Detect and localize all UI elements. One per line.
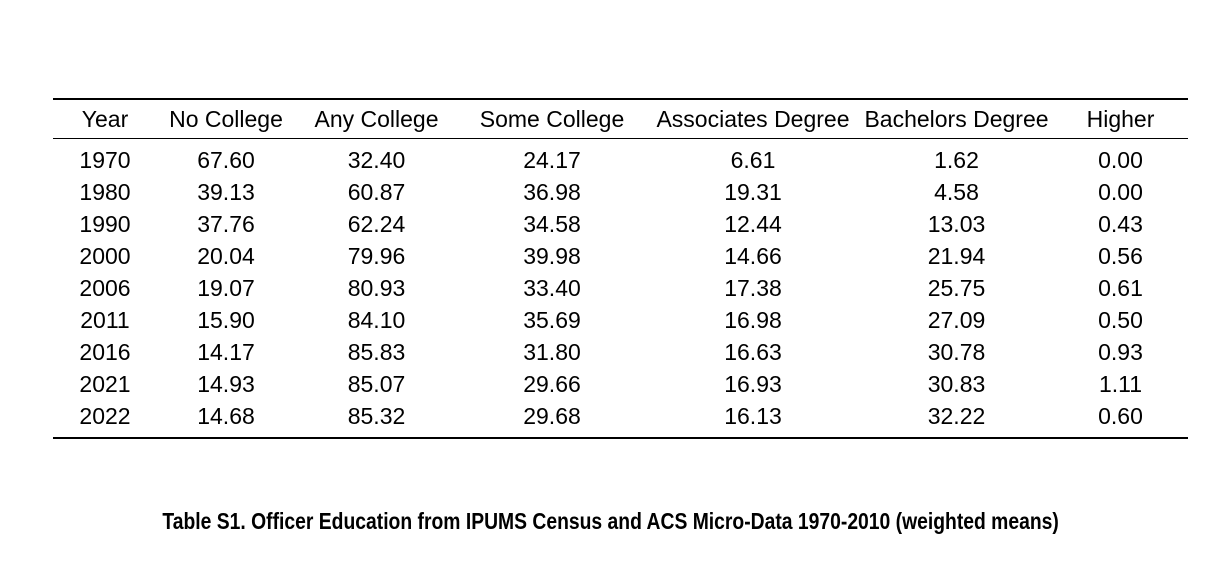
table-cell: 32.22 <box>927 403 986 429</box>
table-cell: 25.75 <box>927 275 986 301</box>
table-cell: 15.90 <box>197 307 255 333</box>
table-cell: 29.66 <box>523 371 581 397</box>
table-cell: 6.61 <box>730 147 776 173</box>
table-cell: 19.07 <box>197 275 255 301</box>
table-cell: 2016 <box>79 339 131 365</box>
table-cell: 35.69 <box>523 307 581 333</box>
column-header: Associates Degree <box>646 99 860 139</box>
table-header-row: Year No College Any College Some College Ass… <box>53 99 1188 139</box>
table-cell: 0.60 <box>1098 403 1143 429</box>
table-cell: 0.00 <box>1098 179 1143 205</box>
table-cell: 2006 <box>79 275 131 301</box>
table-row: 2006 19.07 80.93 33.40 17.38 25.75 0.61 <box>53 272 1188 304</box>
table-cell: 34.58 <box>523 211 581 237</box>
table-row: 2021 14.93 85.07 29.66 16.93 30.83 1.11 <box>53 368 1188 400</box>
table-cell: 24.17 <box>523 147 581 173</box>
table-cell: 32.40 <box>347 147 406 173</box>
table-cell: 1990 <box>79 211 131 237</box>
table-cell: 2000 <box>79 243 131 269</box>
table-cell: 27.09 <box>927 307 986 333</box>
table-cell: 14.66 <box>724 243 782 269</box>
table-header: Year No College Any College Some College Ass… <box>53 99 1188 139</box>
table-cell: 60.87 <box>347 179 406 205</box>
table-cell: 80.93 <box>347 275 406 301</box>
table-cell: 37.76 <box>197 211 255 237</box>
table-cell: 62.24 <box>347 211 406 237</box>
column-header: Year <box>53 99 157 139</box>
table-cell: 2022 <box>79 403 131 429</box>
column-header: Any College <box>295 99 458 139</box>
column-header: Some College <box>458 99 646 139</box>
table-cell: 17.38 <box>724 275 782 301</box>
table-cell: 14.93 <box>197 371 255 397</box>
table-caption: Table S1. Officer Education from IPUMS C… <box>0 508 1222 534</box>
table-cell: 85.83 <box>347 339 406 365</box>
table-cell: 0.50 <box>1098 307 1143 333</box>
table-cell: 21.94 <box>927 243 986 269</box>
column-header: Bachelors Degree <box>860 99 1053 139</box>
table-cell: 19.31 <box>724 179 782 205</box>
officer-education-table: Year No College Any College Some College Ass… <box>53 98 1188 439</box>
table-cell: 12.44 <box>724 211 782 237</box>
table-cell: 29.68 <box>523 403 581 429</box>
table-cell: 30.78 <box>927 339 986 365</box>
table-cell: 0.43 <box>1098 211 1143 237</box>
table-cell: 39.13 <box>197 179 255 205</box>
table-cell: 67.60 <box>197 147 255 173</box>
table-row: 2011 15.90 84.10 35.69 16.98 27.09 0.50 <box>53 304 1188 336</box>
table-cell: 84.10 <box>347 307 406 333</box>
table-cell: 2011 <box>80 307 130 333</box>
column-header: No College <box>157 99 295 139</box>
table-row: 2000 20.04 79.96 39.98 14.66 21.94 0.56 <box>53 240 1188 272</box>
table-cell: 1.11 <box>1098 371 1143 397</box>
table-cell: 2021 <box>79 371 131 397</box>
table-cell: 85.32 <box>347 403 406 429</box>
table-cell: 1980 <box>79 179 131 205</box>
table-row: 1970 67.60 32.40 24.17 6.61 1.62 0.00 <box>53 139 1188 177</box>
table-cell: 16.63 <box>724 339 782 365</box>
table-row: 1990 37.76 62.24 34.58 12.44 13.03 0.43 <box>53 208 1188 240</box>
table-cell: 85.07 <box>347 371 406 397</box>
table-cell: 30.83 <box>927 371 986 397</box>
table-cell: 16.93 <box>724 371 782 397</box>
table-cell: 31.80 <box>523 339 581 365</box>
table-cell: 0.00 <box>1098 147 1143 173</box>
table-cell: 4.58 <box>934 179 979 205</box>
table-cell: 20.04 <box>197 243 255 269</box>
table-cell: 36.98 <box>523 179 581 205</box>
table-cell: 1.62 <box>934 147 979 173</box>
table-row: 2016 14.17 85.83 31.80 16.63 30.78 0.93 <box>53 336 1188 368</box>
table-cell: 39.98 <box>523 243 581 269</box>
table-body: 1970 67.60 32.40 24.17 6.61 1.62 0.00 1980 39.13… <box>53 139 1188 439</box>
table-row: 2022 14.68 85.32 29.68 16.13 32.22 0.60 <box>53 400 1188 438</box>
table-cell: 16.13 <box>724 403 782 429</box>
table-cell: 1970 <box>79 147 131 173</box>
table-cell: 33.40 <box>523 275 581 301</box>
table-cell: 14.17 <box>197 339 255 365</box>
table-cell: 16.98 <box>724 307 782 333</box>
table-row: 1980 39.13 60.87 36.98 19.31 4.58 0.00 <box>53 176 1188 208</box>
table-caption-text: Table S1. Officer Education from IPUMS C… <box>162 508 1060 534</box>
table-cell: 0.93 <box>1098 339 1143 365</box>
table-cell: 0.61 <box>1098 275 1143 301</box>
table-cell: 14.68 <box>197 403 255 429</box>
column-header: Higher <box>1053 99 1188 139</box>
table-cell: 13.03 <box>927 211 986 237</box>
table-cell: 0.56 <box>1098 243 1143 269</box>
table-cell: 79.96 <box>347 243 406 269</box>
